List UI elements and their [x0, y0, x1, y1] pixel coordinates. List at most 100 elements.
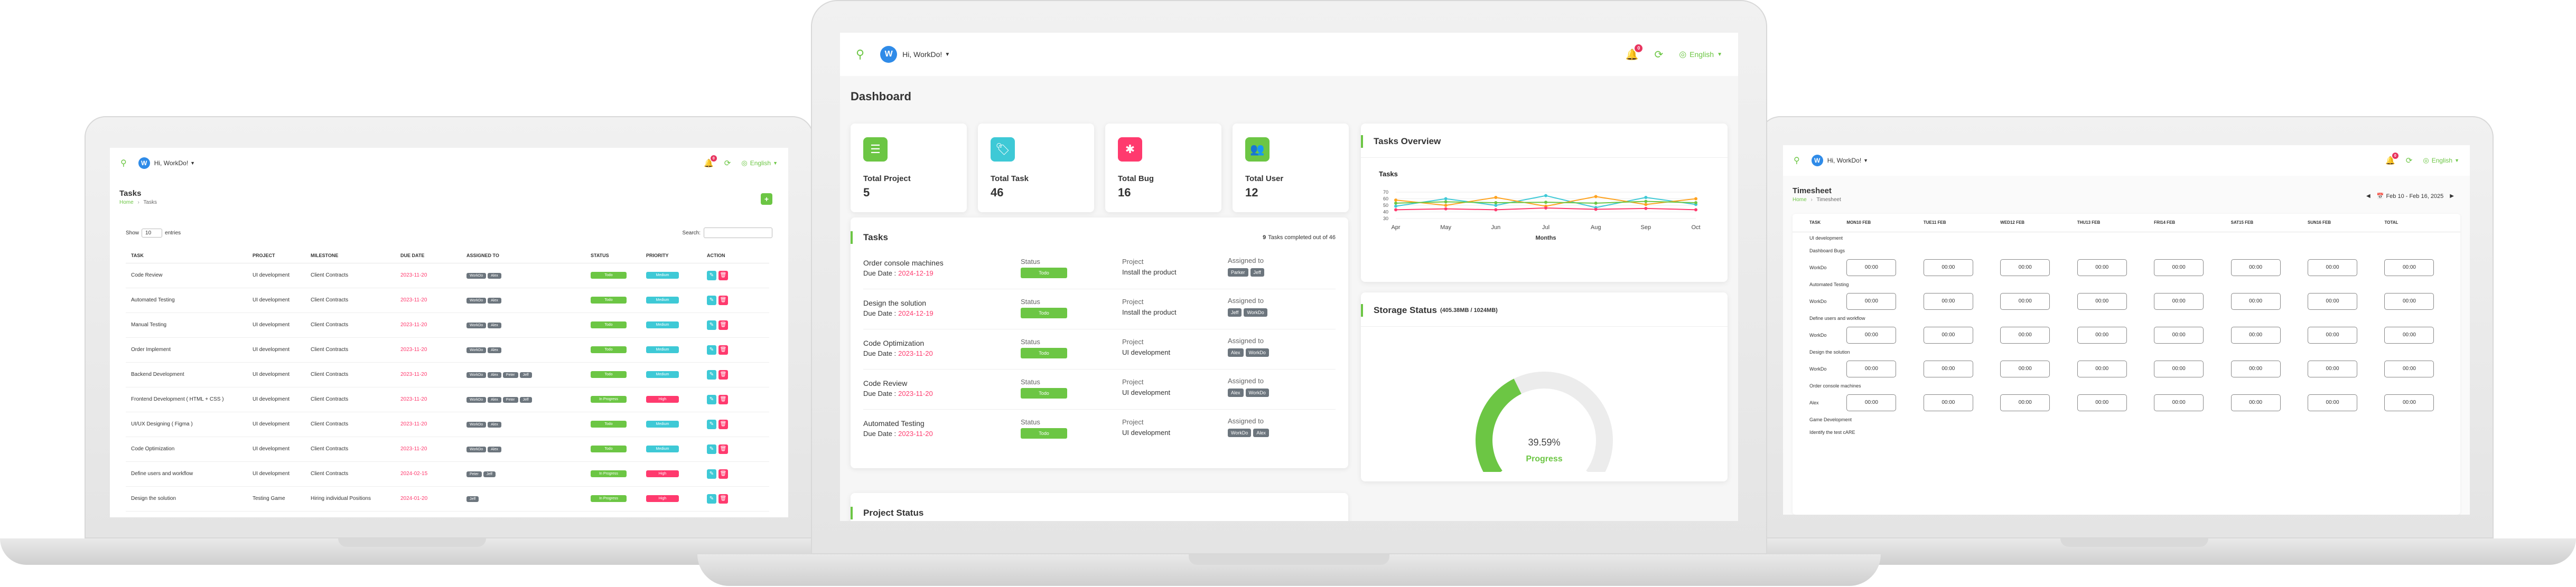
- time-input[interactable]: 00:00: [2230, 293, 2281, 310]
- table-row[interactable]: Define users and workflow UI development C…: [126, 461, 769, 486]
- entries-select[interactable]: 10: [142, 228, 163, 238]
- edit-icon[interactable]: ✎: [707, 444, 716, 454]
- table-row[interactable]: Frontend Development ( HTML + CSS ) UI de…: [126, 387, 769, 412]
- column-header[interactable]: ACTION: [707, 252, 725, 258]
- language-select[interactable]: English: [750, 159, 771, 167]
- time-input[interactable]: 00:00: [2230, 361, 2281, 377]
- refresh-icon[interactable]: ⟳: [724, 159, 731, 168]
- next-week-icon[interactable]: ▶: [2450, 193, 2454, 199]
- language-select[interactable]: English: [1690, 50, 1714, 59]
- prev-week-icon[interactable]: ◀: [2366, 193, 2370, 199]
- time-input[interactable]: 00:00: [2000, 394, 2050, 411]
- table-row[interactable]: Automated Testing UI development Client Co…: [126, 288, 769, 313]
- time-input[interactable]: 00:00: [1846, 361, 1897, 377]
- delete-icon[interactable]: 🗑: [718, 345, 728, 355]
- add-task-button[interactable]: +: [761, 193, 772, 205]
- task-list-item[interactable]: Automated Testing Due Date :2023-11-20 Sta…: [863, 410, 1336, 450]
- time-input[interactable]: 00:00: [2000, 259, 2050, 276]
- table-row[interactable]: Code Optimization UI development Client Co…: [126, 437, 769, 461]
- column-header[interactable]: DUE DATE: [400, 252, 425, 258]
- avatar[interactable]: W: [1811, 155, 1823, 166]
- stat-card[interactable]: 🏷 Total Task 46: [978, 124, 1094, 212]
- task-list-item[interactable]: Design the solution Due Date :2024-12-19 S…: [863, 289, 1336, 329]
- task-name[interactable]: Code Optimization: [131, 446, 175, 452]
- time-input[interactable]: 00:00: [2154, 327, 2204, 344]
- time-input[interactable]: 00:00: [2154, 259, 2204, 276]
- delete-icon[interactable]: 🗑: [718, 320, 728, 330]
- task-name[interactable]: UI/UX Designing ( Figma ): [131, 421, 193, 427]
- column-header[interactable]: STATUS: [591, 252, 609, 258]
- time-input[interactable]: 00:00: [1846, 327, 1897, 344]
- time-input[interactable]: 00:00: [2230, 259, 2281, 276]
- task-name[interactable]: Order Implement: [131, 347, 171, 353]
- time-input[interactable]: 00:00: [2000, 327, 2050, 344]
- task-item-name[interactable]: Code Review: [863, 379, 908, 387]
- time-input[interactable]: 00:00: [1846, 259, 1897, 276]
- table-row[interactable]: Code Review UI development Client Contract…: [126, 263, 769, 288]
- time-input[interactable]: 00:00: [2384, 394, 2434, 411]
- delete-icon[interactable]: 🗑: [718, 469, 728, 479]
- time-input[interactable]: 00:00: [2308, 327, 2358, 344]
- time-input[interactable]: 00:00: [1923, 293, 1973, 310]
- task-name[interactable]: Frontend Development ( HTML + CSS ): [131, 396, 224, 402]
- delete-icon[interactable]: 🗑: [718, 444, 728, 454]
- search-icon[interactable]: ⚲: [120, 159, 127, 168]
- edit-icon[interactable]: ✎: [707, 345, 716, 355]
- delete-icon[interactable]: 🗑: [718, 494, 728, 504]
- stat-card[interactable]: 👥 Total User 12: [1233, 124, 1349, 212]
- table-row[interactable]: Backend Development UI development Client …: [126, 362, 769, 387]
- time-input[interactable]: 00:00: [2308, 259, 2358, 276]
- delete-icon[interactable]: 🗑: [718, 419, 728, 429]
- task-list-item[interactable]: Code Optimization Due Date :2023-11-20 Sta…: [863, 329, 1336, 370]
- breadcrumb-home[interactable]: Home: [119, 200, 134, 205]
- column-header[interactable]: PRIORITY: [646, 252, 669, 258]
- time-input[interactable]: 00:00: [1923, 394, 1973, 411]
- edit-icon[interactable]: ✎: [707, 419, 716, 429]
- delete-icon[interactable]: 🗑: [718, 370, 728, 380]
- task-item-name[interactable]: Automated Testing: [863, 419, 925, 428]
- edit-icon[interactable]: ✎: [707, 270, 716, 280]
- avatar[interactable]: W: [880, 46, 898, 63]
- task-name[interactable]: Code Review: [131, 272, 163, 278]
- search-icon[interactable]: ⚲: [856, 48, 865, 61]
- time-input[interactable]: 00:00: [2077, 361, 2127, 377]
- column-header[interactable]: PROJECT: [253, 252, 275, 258]
- time-input[interactable]: 00:00: [2154, 394, 2204, 411]
- language-select[interactable]: English: [2431, 157, 2453, 164]
- refresh-icon[interactable]: ⟳: [1654, 49, 1664, 61]
- avatar[interactable]: W: [138, 157, 150, 169]
- edit-icon[interactable]: ✎: [707, 320, 716, 330]
- time-input[interactable]: 00:00: [1923, 259, 1973, 276]
- time-input[interactable]: 00:00: [2384, 327, 2434, 344]
- time-input[interactable]: 00:00: [1923, 327, 1973, 344]
- time-input[interactable]: 00:00: [2077, 394, 2127, 411]
- table-row[interactable]: Order Implement UI development Client Cont…: [126, 337, 769, 362]
- task-name[interactable]: Define users and workflow: [131, 471, 193, 477]
- task-list-item[interactable]: Code Review Due Date :2023-11-20 Status Tod…: [863, 370, 1336, 410]
- breadcrumb-home[interactable]: Home: [1793, 197, 1807, 203]
- table-row[interactable]: Design the solution Testing Game Hiring in…: [126, 486, 769, 511]
- bell-icon[interactable]: 🔔 0: [704, 155, 717, 168]
- time-input[interactable]: 00:00: [2230, 394, 2281, 411]
- time-input[interactable]: 00:00: [2308, 293, 2358, 310]
- time-input[interactable]: 00:00: [2000, 293, 2050, 310]
- time-input[interactable]: 00:00: [1923, 361, 1973, 377]
- edit-icon[interactable]: ✎: [707, 394, 716, 404]
- time-input[interactable]: 00:00: [2077, 259, 2127, 276]
- stat-card[interactable]: ☰ Total Project 5: [851, 124, 967, 212]
- task-item-name[interactable]: Design the solution: [863, 299, 927, 307]
- time-input[interactable]: 00:00: [2384, 361, 2434, 377]
- task-name[interactable]: Manual Testing: [131, 322, 167, 328]
- table-search-input[interactable]: [704, 228, 772, 238]
- time-input[interactable]: 00:00: [2077, 327, 2127, 344]
- task-item-name[interactable]: Code Optimization: [863, 339, 925, 347]
- bell-icon[interactable]: 🔔 0: [2385, 153, 2398, 165]
- delete-icon[interactable]: 🗑: [718, 394, 728, 404]
- table-row[interactable]: Manual Testing UI development Client Contr…: [126, 313, 769, 337]
- time-input[interactable]: 00:00: [2154, 293, 2204, 310]
- edit-icon[interactable]: ✎: [707, 295, 716, 305]
- time-input[interactable]: 00:00: [2384, 293, 2434, 310]
- bell-icon[interactable]: 🔔 0: [1626, 44, 1643, 61]
- user-menu[interactable]: Hi, WorkDo!: [154, 159, 189, 167]
- column-header[interactable]: MILESTONE: [311, 252, 339, 258]
